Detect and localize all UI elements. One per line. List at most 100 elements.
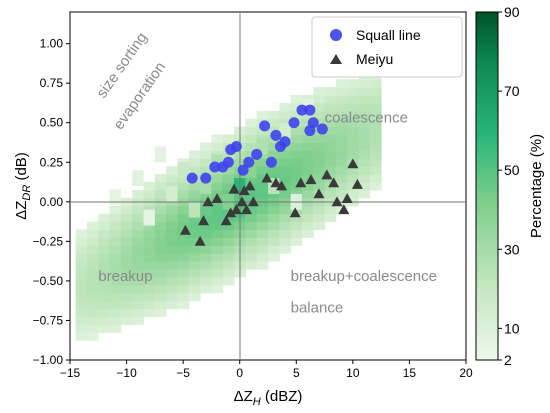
heatmap-cell	[75, 261, 88, 270]
x-tick-label: 15	[403, 366, 417, 380]
heatmap-cell	[200, 205, 212, 215]
heatmap-cell	[313, 87, 326, 96]
heatmap-cell	[200, 178, 212, 194]
heatmap-cell	[211, 213, 224, 223]
heatmap-cell	[166, 292, 178, 302]
x-tick-label: 5	[293, 366, 300, 380]
heatmap-cell	[347, 182, 360, 191]
y-tick-label: −0.25	[33, 234, 64, 248]
heatmap-cell	[120, 213, 133, 223]
heatmap-cell	[347, 126, 360, 136]
heatmap-cell	[268, 253, 280, 262]
heatmap-cell	[369, 134, 382, 143]
heatmap-cell	[245, 174, 258, 183]
heatmap-cell	[75, 332, 88, 341]
heatmap-cell	[200, 158, 212, 167]
heatmap-cell	[86, 284, 99, 294]
heatmap-cell	[86, 276, 99, 286]
heatmap-cell	[120, 269, 133, 278]
heatmap-cell	[301, 174, 314, 183]
heatmap-cell	[290, 110, 303, 120]
heatmap-cell	[222, 182, 235, 191]
heatmap-cell	[358, 126, 371, 136]
heatmap-cell	[86, 261, 99, 270]
region-annotation: breakup	[98, 268, 152, 285]
heatmap-cell	[301, 150, 314, 159]
heatmap-cell	[369, 150, 382, 159]
heatmap-cell	[211, 237, 224, 246]
heatmap-cell	[222, 174, 235, 183]
heatmap-cell	[154, 269, 167, 278]
meiyu-point	[211, 193, 223, 204]
heatmap-cell	[268, 142, 280, 151]
heatmap-cell	[222, 134, 235, 143]
heatmap-cell	[358, 110, 371, 120]
heatmap-cell	[369, 79, 382, 88]
meiyu-point	[238, 185, 250, 196]
heatmap-cell	[335, 134, 348, 143]
heatmap-cell	[358, 150, 371, 159]
heatmap-cell	[347, 95, 360, 104]
heatmap-cell	[154, 221, 167, 230]
heatmap-cell	[279, 182, 292, 191]
heatmap-cell	[188, 245, 201, 254]
heatmap-cell	[154, 308, 167, 317]
heatmap-cell	[301, 213, 314, 223]
heatmap-cell	[301, 142, 314, 151]
heatmap-cell	[188, 213, 201, 223]
colorbar-ticks: 2 10 30 50 70 90	[498, 4, 520, 368]
heatmap-cell	[166, 213, 178, 223]
colorbar: 2 10 30 50 70 90 Percentage (%)	[475, 4, 545, 368]
squall-line-point	[316, 123, 328, 135]
heatmap-cell	[154, 182, 167, 191]
heatmap-cell	[109, 308, 122, 317]
heatmap-cell	[245, 213, 258, 223]
heatmap-cell	[154, 245, 167, 254]
heatmap-cell	[211, 134, 224, 143]
heatmap-cell	[188, 253, 201, 262]
heatmap-cell	[313, 118, 326, 128]
heatmap-cell	[358, 118, 371, 128]
heatmap-cell	[188, 276, 201, 286]
heatmap-cell	[109, 189, 121, 205]
heatmap-cell	[177, 261, 190, 270]
meiyu-point	[179, 224, 191, 235]
heatmap-cell	[290, 134, 303, 143]
heatmap-cell	[347, 87, 360, 96]
heatmap-cell	[290, 237, 303, 246]
heatmap-cell	[222, 229, 235, 238]
heatmap-cell	[177, 245, 190, 254]
heatmap-cell	[324, 134, 337, 143]
heatmap-cell	[86, 253, 99, 262]
heatmap-cell	[211, 253, 224, 262]
heatmap-cell	[154, 146, 167, 163]
heatmap-cell	[324, 213, 337, 223]
heatmap-cell	[290, 126, 303, 136]
heatmap-cell	[256, 245, 269, 254]
heatmap-cell	[143, 189, 156, 199]
meiyu-point	[241, 204, 253, 215]
heatmap-cell	[188, 229, 201, 238]
heatmap-cell	[358, 174, 371, 183]
heatmap-cell	[75, 292, 88, 302]
heatmap-cell	[256, 229, 269, 238]
heatmap-cell	[109, 316, 122, 325]
heatmap-cell	[290, 174, 303, 183]
heatmap-cell	[369, 142, 382, 151]
heatmap-cell	[188, 189, 201, 199]
heatmap-cell	[256, 253, 269, 262]
heatmap-cell	[222, 205, 235, 215]
heatmap-cell	[313, 95, 326, 104]
heatmap-cell	[256, 182, 269, 191]
heatmap-cell	[245, 126, 258, 136]
heatmap-cell	[166, 186, 178, 202]
meiyu-point	[247, 196, 259, 207]
heatmap-cell	[369, 166, 382, 175]
heatmap-cell	[256, 237, 269, 246]
heatmap-cell	[211, 245, 224, 254]
heatmap-cell	[177, 205, 190, 215]
heatmap-cell	[75, 237, 88, 246]
heatmap-cell	[120, 316, 133, 325]
heatmap-cell	[245, 253, 258, 262]
